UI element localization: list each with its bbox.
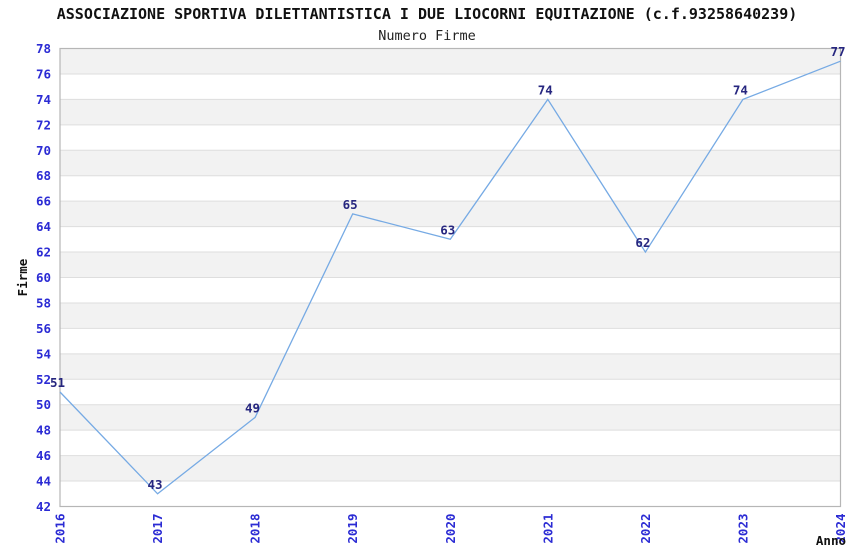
y-tick-label: 52 <box>36 372 51 387</box>
x-tick-label: 2023 <box>735 514 750 544</box>
y-tick-label: 62 <box>36 245 51 260</box>
data-label: 51 <box>50 375 65 390</box>
y-tick-label: 74 <box>36 92 51 107</box>
plot-band <box>60 302 841 329</box>
y-tick-label: 42 <box>36 499 51 514</box>
y-tick-label: 64 <box>36 219 51 234</box>
x-tick-label: 2018 <box>248 514 263 544</box>
y-tick-label: 56 <box>36 321 51 336</box>
plot-band <box>60 353 841 380</box>
plot-band <box>60 328 841 354</box>
y-tick-label: 48 <box>36 423 51 438</box>
y-tick-label: 70 <box>36 143 51 158</box>
y-tick-label: 50 <box>36 397 51 412</box>
plot-band <box>60 252 841 278</box>
y-tick-label: 60 <box>36 270 51 285</box>
plot-band <box>60 201 841 227</box>
data-label: 74 <box>733 82 748 97</box>
plot-band <box>60 48 841 74</box>
y-tick-label: 78 <box>36 41 51 56</box>
y-tick-label: 68 <box>36 168 51 183</box>
plot-band <box>60 430 841 456</box>
y-tick-label: 72 <box>36 117 51 132</box>
y-tick-label: 76 <box>36 66 51 81</box>
chart-title: ASSOCIAZIONE SPORTIVA DILETTANTISTICA I … <box>57 5 798 23</box>
plot-band <box>60 175 841 202</box>
plot-band <box>60 379 841 405</box>
data-label: 63 <box>440 222 455 237</box>
x-tick-label: 2021 <box>540 514 555 544</box>
data-label: 74 <box>538 82 553 97</box>
plot-border <box>59 47 842 508</box>
data-label: 77 <box>830 44 845 59</box>
y-tick-label: 66 <box>36 194 51 209</box>
plot-area: 51 43 49 65 63 74 62 74 77 42 44 46 48 50 52 54 56 58 60 62… <box>36 41 848 544</box>
x-tick-label: 2022 <box>638 514 653 544</box>
y-tick-label: 46 <box>36 448 51 463</box>
data-label: 49 <box>245 400 260 415</box>
plot-band <box>60 404 841 431</box>
data-label: 65 <box>343 197 358 212</box>
x-tick-label: 2020 <box>443 514 458 544</box>
plot-band <box>60 455 841 482</box>
y-tick-label: 44 <box>36 474 51 489</box>
plot-band <box>60 277 841 303</box>
plot-band <box>60 99 841 125</box>
x-tick-label: 2017 <box>150 514 165 544</box>
x-axis-title: Anno <box>816 533 846 548</box>
x-tick-label: 2019 <box>345 514 360 544</box>
x-tick-label: 2016 <box>53 514 68 544</box>
plot-band <box>60 124 841 151</box>
plot-band <box>60 150 841 176</box>
y-tick-label: 58 <box>36 295 51 310</box>
series-line <box>59 60 841 495</box>
data-label: 62 <box>635 235 650 250</box>
chart-subtitle: Numero Firme <box>378 28 476 44</box>
plot-band <box>60 73 841 100</box>
plot-band <box>60 481 841 507</box>
y-tick-label: 54 <box>36 346 51 361</box>
data-label: 43 <box>148 477 163 492</box>
y-axis-title: Firme <box>15 258 30 296</box>
x-tick-label: 2024 <box>833 514 848 544</box>
